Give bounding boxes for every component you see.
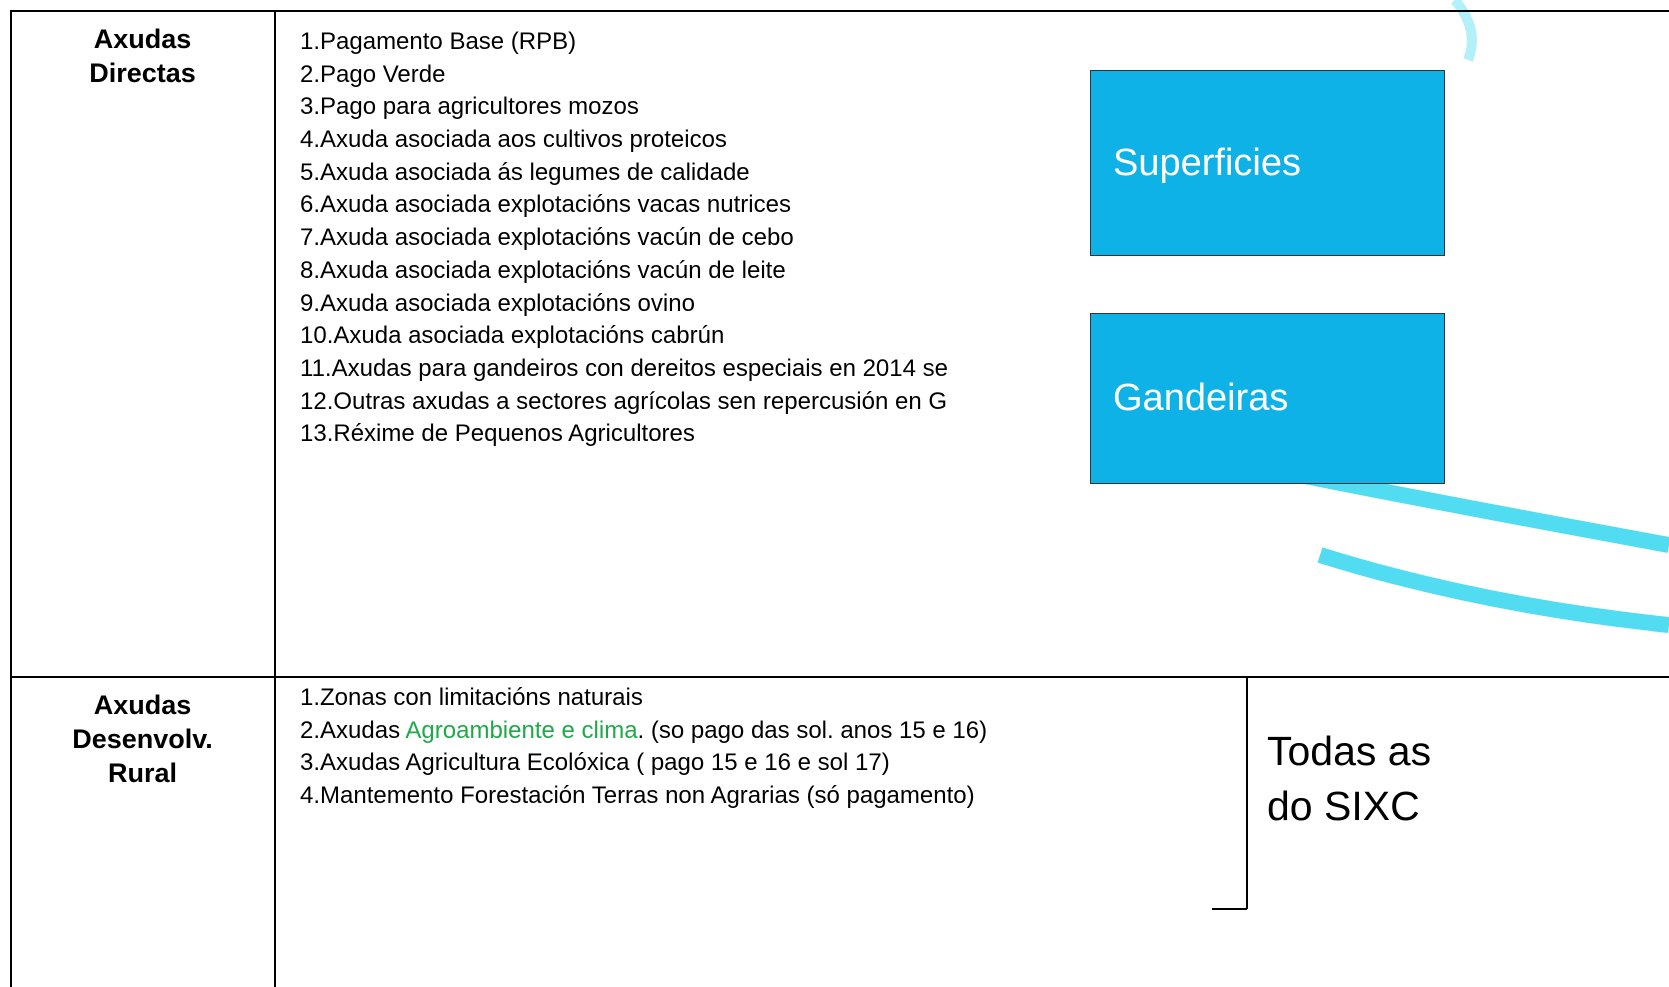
list-item: 2.Axudas Agroambiente e clima. (so pago …	[300, 715, 987, 748]
item-list: 1.Zonas con limitacións naturais 2.Axudas…	[300, 682, 987, 813]
list-item: 3.Axudas Agricultura Ecolóxica ( pago 15…	[300, 747, 987, 780]
item-text: Agroambiente e clima	[405, 716, 638, 744]
list-item: 4.Mantemento Forestación Terras non Agra…	[300, 780, 987, 813]
row-divider	[10, 676, 1669, 678]
column-divider	[274, 10, 276, 987]
list-item: 7.Axuda asociada explotacións vacún de c…	[300, 224, 794, 252]
item-list: 1.Pagamento Base (RPB) 2.Pago Verde 3.Pago…	[300, 26, 948, 451]
table-border	[10, 10, 12, 987]
item-text: 3.Axudas Agricultura Ecolóxica ( pago 15…	[300, 749, 890, 777]
bracket	[1246, 676, 1248, 909]
category-box: Gandeiras	[1090, 313, 1445, 484]
label-line: Desenvolv.	[72, 724, 213, 754]
list-item: 9.Axuda asociada explotacións ovino	[300, 289, 695, 317]
row-label: Axudas Directas	[10, 22, 275, 90]
label-line: Axudas	[93, 24, 192, 54]
list-item: 4.Axuda asociada aos cultivos proteicos	[300, 126, 727, 154]
category-box: Superficies	[1090, 70, 1445, 256]
list-item: 8.Axuda asociada explotacións vacún de l…	[300, 256, 786, 284]
item-text: 1.Zonas con limitacións naturais	[300, 684, 643, 711]
bracket-line: do SIXC	[1267, 783, 1420, 829]
bracket-label: Todas as do SIXC	[1267, 724, 1431, 834]
list-item: 2.Pago Verde	[300, 60, 446, 88]
bracket	[1212, 676, 1247, 678]
bracket	[1212, 908, 1247, 910]
item-text: 2.Axudas	[300, 716, 406, 744]
label-line: Axudas	[93, 690, 192, 720]
list-item: 5.Axuda asociada ás legumes de calidade	[300, 158, 750, 186]
label-line: Directas	[89, 58, 196, 88]
list-item: 3.Pago para agricultores mozos	[300, 93, 639, 121]
list-item: 10.Axuda asociada explotacións cabrún	[300, 322, 725, 350]
list-item: 12.Outras axudas a sectores agrícolas se…	[300, 387, 948, 415]
item-text: . (so pago das sol. anos 15 e 16)	[637, 716, 988, 744]
list-item: 1.Zonas con limitacións naturais	[300, 682, 987, 715]
label-line: Rural	[107, 758, 178, 788]
list-item: 6.Axuda asociada explotacións vacas nutr…	[300, 191, 791, 219]
list-item: 13.Réxime de Pequenos Agricultores	[300, 420, 695, 448]
item-text: 4.Mantemento Forestación Terras non Agra…	[300, 782, 975, 810]
bracket-line: Todas as	[1267, 728, 1432, 774]
list-item: 11.Axudas para gandeiros con dereitos es…	[300, 354, 948, 382]
table-border	[10, 10, 1669, 12]
list-item: 1.Pagamento Base (RPB)	[300, 28, 577, 55]
row-label: Axudas Desenvolv. Rural	[10, 688, 275, 790]
